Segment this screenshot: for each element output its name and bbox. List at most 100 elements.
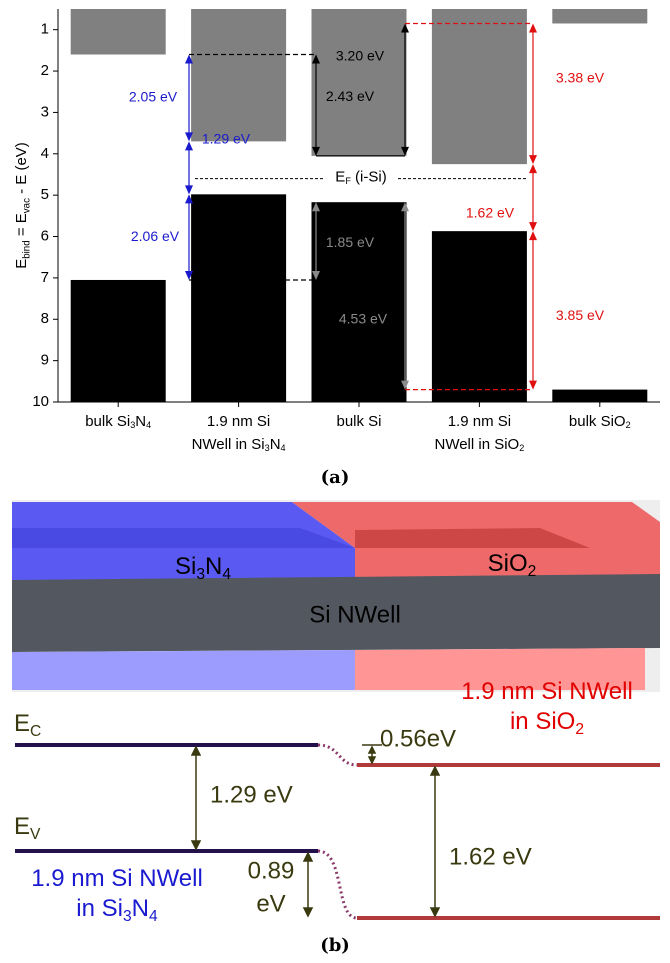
band-arrows (190, 744, 441, 918)
material-label-part: in SiO (510, 708, 575, 735)
slab-label-part: 4 (222, 566, 231, 583)
material-label: 1.9 nm Si NWell (461, 678, 633, 705)
conduction-band (70, 9, 166, 55)
x-tick-label-part: 4 (281, 444, 286, 454)
valence-band (191, 194, 287, 402)
sio2-edge (355, 528, 590, 548)
arrow-head (185, 54, 193, 64)
slab-label-part: 2 (528, 563, 537, 580)
material-label-part: in Si (76, 895, 123, 922)
arrow-head (401, 146, 409, 156)
y-tick-label: 9 (41, 352, 49, 369)
arrow-head (312, 54, 320, 64)
x-tick-label-part: bulk Si (85, 413, 130, 430)
arrow-head (529, 164, 537, 174)
ec-transition (317, 743, 358, 767)
x-tick-label-part: 1.9 nm Si (207, 413, 270, 430)
material-label: in Si3N4 (76, 895, 158, 925)
ec-label-part: E (14, 710, 30, 737)
valence-band (70, 279, 166, 402)
y-tick-label: 7 (41, 269, 49, 286)
x-tick-label: bulk SiO2 (569, 413, 631, 431)
x-tick-label-part: 1.9 nm Si (448, 413, 511, 430)
gap-label: 1.29 eV (210, 781, 293, 808)
x-tick-label-part: NWell in SiO (434, 436, 519, 453)
offset-label: 0.56eV (380, 725, 456, 752)
arrow-head (185, 141, 193, 151)
ec-label-part: C (30, 723, 41, 740)
y-axis-label: Ebind = Evac - E (eV) (13, 142, 32, 269)
material-label: 1.9 nm Si NWell (31, 865, 203, 892)
material-label-part: 4 (149, 908, 158, 925)
gap-label: 1.62 eV (449, 843, 532, 870)
x-tick-label: NWell in Si3N4 (192, 436, 286, 454)
x-tick-label-part: N (270, 436, 281, 453)
ev-transition (317, 849, 358, 920)
material-label-part: N (132, 895, 149, 922)
panel-b-slab (12, 500, 660, 692)
annotation-label: 3.20 eV (336, 47, 385, 63)
y-tick-label: 8 (41, 310, 49, 327)
ev-label-part: V (30, 826, 41, 843)
y-tick-label: 5 (41, 186, 49, 203)
slab-label-part: SiO (488, 550, 528, 577)
arrow-head (401, 202, 409, 212)
fermi-label-part: E (335, 169, 345, 186)
conduction-band (431, 9, 527, 165)
x-tick-label-part: 2 (519, 444, 524, 454)
slab-label: Si3N4 (175, 553, 231, 583)
arrow-head (185, 185, 193, 195)
annotation-label: 1.29 eV (202, 131, 251, 147)
y-tick-label: 3 (41, 103, 49, 120)
arrow-head (529, 23, 537, 33)
material-label: in SiO2 (510, 708, 584, 738)
annotation-label: 2.05 eV (129, 89, 178, 105)
y-tick-label: 2 (41, 62, 49, 79)
offset-label: 0.89 (248, 857, 295, 884)
material-label-part: 2 (575, 721, 584, 738)
y-axis-label-part: - E (eV) (13, 142, 30, 198)
x-tick-label-part: 4 (146, 421, 151, 431)
fermi-label-part: F (345, 176, 351, 186)
slab-label-part: 3 (196, 566, 205, 583)
ec-label: EC (14, 710, 41, 740)
valence-band (552, 389, 648, 402)
caption: (a) (321, 467, 350, 488)
y-axis-label-part: = E (13, 213, 30, 240)
slab-label: Si NWell (309, 601, 401, 628)
arrow-head (312, 202, 320, 212)
slab-label-part: N (205, 553, 222, 580)
arrow-head (529, 155, 537, 165)
material-label-part: 1.9 nm Si NWell (31, 865, 203, 892)
material-label-part: 1.9 nm Si NWell (461, 678, 633, 705)
valence-band (431, 231, 527, 402)
valence-band (311, 202, 407, 402)
x-tick-label-part: bulk SiO (569, 413, 626, 430)
caption: (b) (320, 935, 350, 956)
y-tick-label: 6 (41, 227, 49, 244)
x-tick-label-part: N (135, 413, 146, 430)
y-tick-label: 4 (41, 145, 49, 162)
annotation-label: 2.06 eV (131, 228, 180, 244)
annotation-label: 2.43 eV (326, 88, 375, 104)
material-label-part: 3 (123, 908, 132, 925)
sio2-bottom (355, 648, 645, 690)
annotation-label: 3.38 eV (556, 70, 605, 86)
arrow-head (312, 270, 320, 280)
arrow-head (185, 132, 193, 142)
annotation-label: 1.62 eV (466, 204, 515, 220)
x-tick-label: 1.9 nm Si (448, 413, 511, 430)
x-tick-label-part: 3 (130, 421, 135, 431)
x-tick-label: NWell in SiO2 (434, 436, 524, 454)
slab-label: SiO2 (488, 550, 537, 580)
y-axis-label-part: bind (21, 240, 32, 258)
slab-label-part: Si (175, 553, 196, 580)
x-tick-label: bulk Si3N4 (85, 413, 151, 431)
arrow-head (529, 231, 537, 241)
y-axis-label-part: E (13, 259, 30, 269)
si-nwell-slab (12, 574, 660, 652)
annotation-label: 1.85 eV (326, 234, 375, 250)
y-tick-label: 10 (32, 393, 49, 410)
conduction-band (552, 9, 648, 24)
